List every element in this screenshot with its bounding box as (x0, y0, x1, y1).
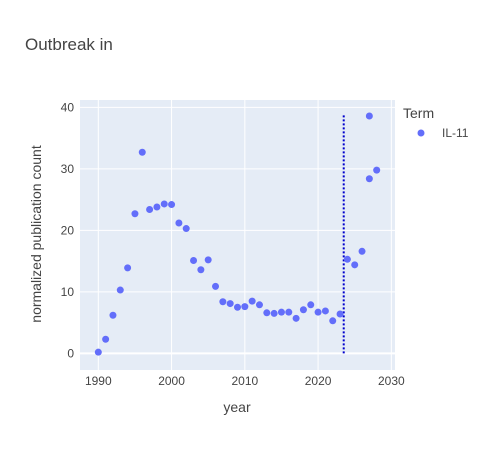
x-axis-ticks: 1990 2000 2010 2020 2030 (85, 374, 405, 388)
data-point[interactable] (255, 301, 263, 309)
data-point[interactable] (226, 300, 234, 308)
x-tick-label: 2010 (231, 374, 258, 388)
data-point[interactable] (109, 311, 117, 319)
data-point[interactable] (146, 205, 154, 213)
data-point[interactable] (358, 247, 366, 255)
data-point[interactable] (314, 308, 322, 316)
chart-title: Outbreak in (25, 35, 113, 54)
data-point[interactable] (219, 298, 227, 306)
data-point[interactable] (351, 261, 359, 269)
data-point[interactable] (234, 303, 241, 311)
x-tick-label: 1990 (85, 374, 112, 388)
data-point[interactable] (131, 210, 139, 218)
data-point[interactable] (182, 225, 190, 233)
y-tick-label: 0 (67, 346, 74, 360)
x-tick-label: 2000 (158, 374, 185, 388)
data-point[interactable] (248, 297, 256, 305)
data-point[interactable] (116, 286, 124, 294)
data-point[interactable] (153, 203, 161, 211)
data-point[interactable] (241, 303, 249, 311)
data-point[interactable] (94, 348, 102, 356)
x-tick-label: 2030 (378, 374, 405, 388)
data-point[interactable] (168, 201, 176, 209)
data-point[interactable] (285, 308, 293, 316)
data-point[interactable] (365, 112, 373, 120)
x-axis-title: year (223, 399, 251, 415)
y-tick-label: 30 (61, 162, 75, 176)
data-point[interactable] (365, 175, 373, 183)
data-point[interactable] (321, 307, 329, 315)
data-point[interactable] (160, 200, 168, 208)
data-point[interactable] (329, 317, 337, 325)
data-point[interactable] (204, 256, 212, 264)
data-points (94, 112, 381, 356)
legend-marker-il-11 (417, 129, 425, 137)
data-point[interactable] (343, 255, 351, 263)
y-tick-label: 20 (61, 223, 75, 237)
data-point[interactable] (102, 335, 110, 343)
data-point[interactable] (124, 264, 132, 272)
plot-area (80, 100, 395, 370)
data-point[interactable] (175, 219, 183, 227)
data-point[interactable] (373, 166, 381, 174)
data-point[interactable] (336, 310, 344, 318)
y-tick-label: 40 (61, 100, 75, 114)
legend[interactable]: Term IL-11 (403, 105, 469, 140)
data-point[interactable] (292, 314, 300, 322)
y-axis-title: normalized publication count (28, 145, 44, 323)
data-point[interactable] (197, 266, 205, 274)
data-point[interactable] (190, 257, 198, 265)
x-tick-label: 2020 (305, 374, 332, 388)
legend-title: Term (403, 105, 434, 121)
data-point[interactable] (138, 148, 146, 156)
data-point[interactable] (270, 309, 278, 317)
y-axis-ticks: 0 10 20 30 40 (61, 100, 75, 360)
data-point[interactable] (263, 309, 271, 317)
y-tick-label: 10 (61, 285, 75, 299)
data-point[interactable] (212, 282, 220, 290)
grid (80, 100, 395, 370)
data-point[interactable] (307, 301, 315, 309)
legend-label-il-11: IL-11 (442, 126, 469, 140)
data-point[interactable] (299, 306, 307, 314)
data-point[interactable] (277, 308, 285, 316)
